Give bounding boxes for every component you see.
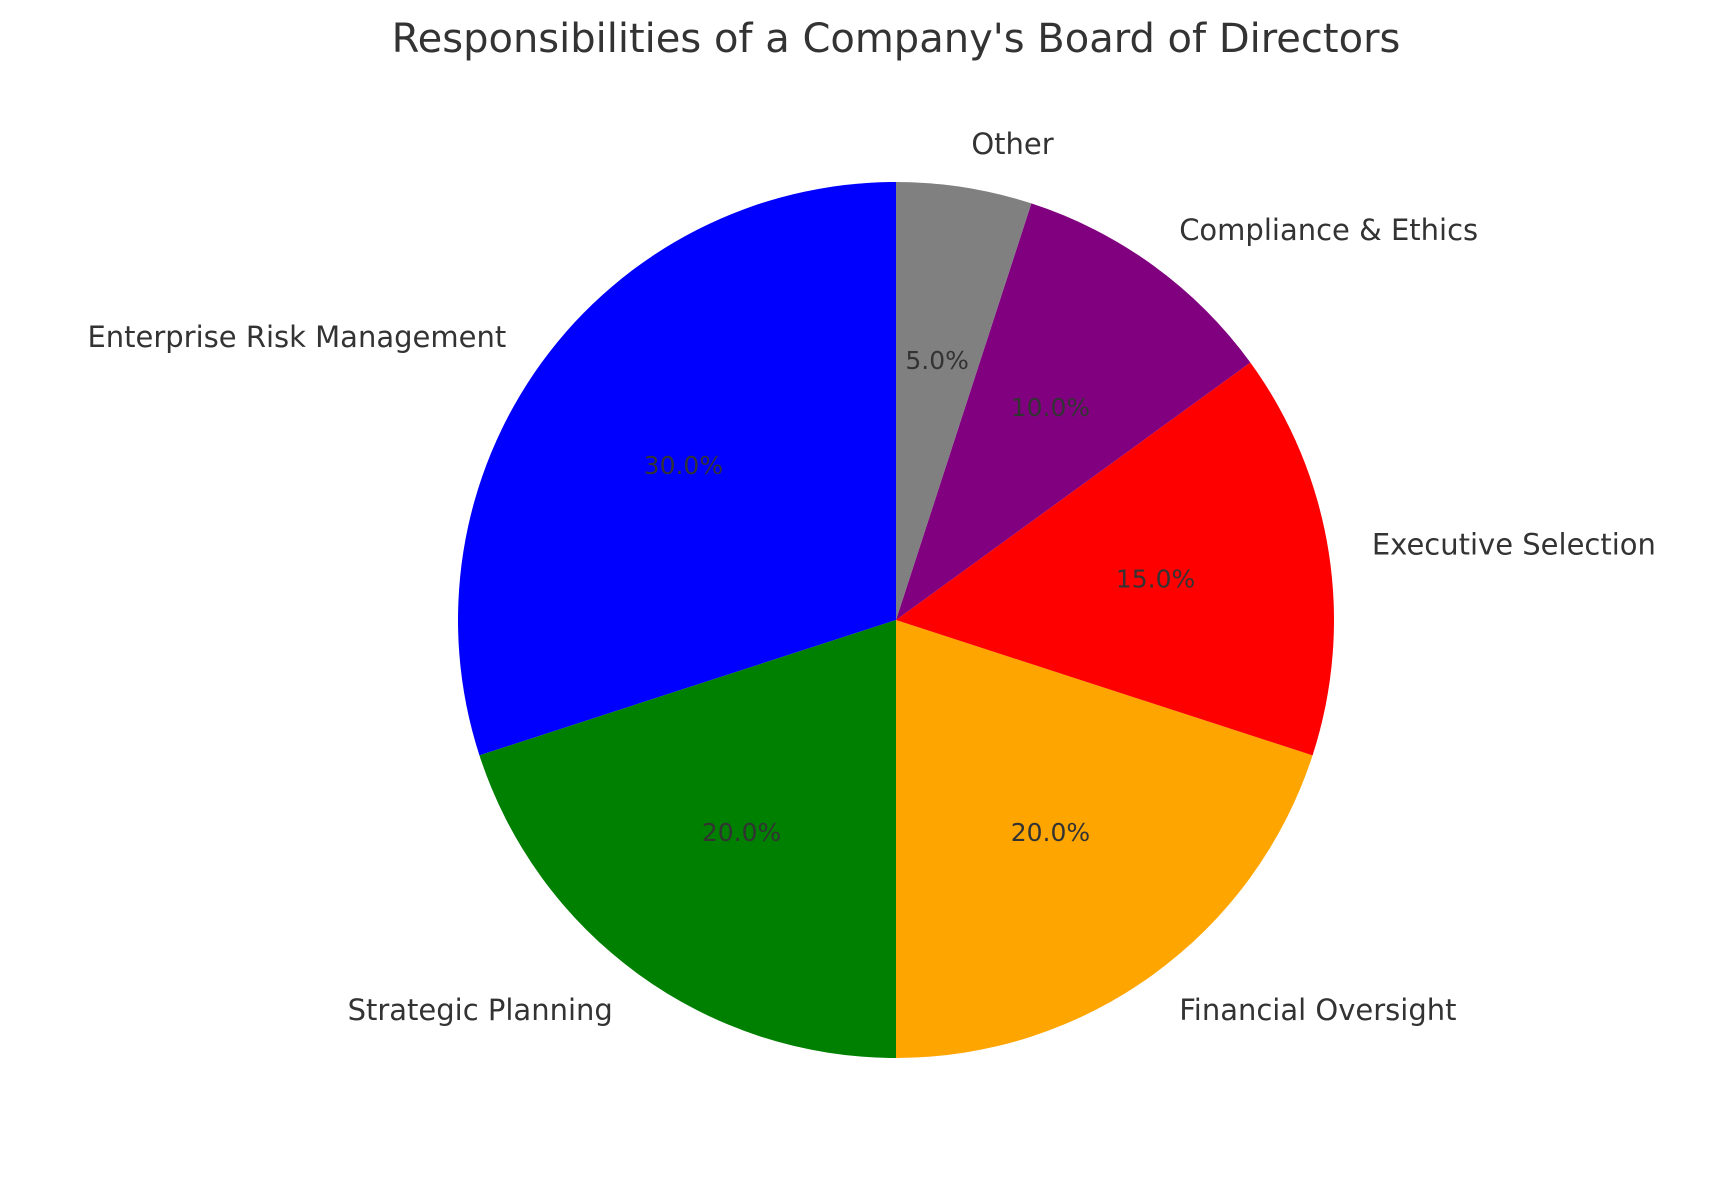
pie-slice-other [896, 182, 1032, 620]
pie-slice-financial-oversight [896, 620, 1313, 1058]
slice-percent-strategic-planning: 20.0% [702, 818, 781, 847]
slice-percent-other: 5.0% [905, 346, 969, 375]
pie-slice-executive-selection [896, 362, 1334, 756]
slice-label-compliance-and-ethics: Compliance & Ethics [1179, 213, 1478, 247]
pie-slices [457, 182, 1334, 1058]
slice-percent-executive-selection: 15.0% [1116, 564, 1195, 593]
pie-labels: Enterprise Risk Management 30.0% Strategic… [87, 127, 1655, 1027]
slice-label-other: Other [971, 127, 1053, 161]
slice-label-executive-selection: Executive Selection [1372, 528, 1656, 562]
pie-slice-compliance-and-ethics [896, 203, 1251, 620]
pie-slice-strategic-planning [479, 620, 896, 1058]
slice-percent-financial-oversight: 20.0% [1011, 818, 1090, 847]
slice-percent-enterprise-risk-management: 30.0% [644, 451, 723, 480]
chart-title: Responsibilities of a Company's Board of… [392, 16, 1401, 62]
slice-label-financial-oversight: Financial Oversight [1179, 993, 1456, 1027]
slice-percent-compliance-and-ethics: 10.0% [1011, 393, 1090, 422]
pie-slice-enterprise-risk-management [457, 182, 896, 756]
slice-label-strategic-planning: Strategic Planning [348, 993, 613, 1027]
slice-label-enterprise-risk-management: Enterprise Risk Management [87, 320, 506, 354]
